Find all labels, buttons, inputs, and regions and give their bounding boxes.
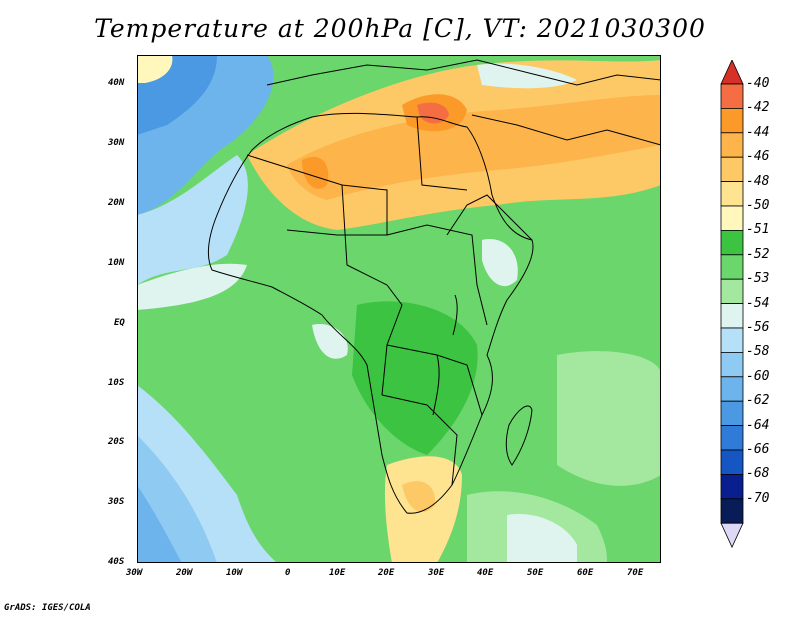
border-sudan: [386, 224, 488, 326]
border-south: [381, 394, 458, 486]
colorbar-level-label: -68: [746, 466, 770, 482]
coastlines: [207, 59, 661, 514]
colorbar-level-label: -48: [746, 173, 770, 189]
colorbar-level-label: -53: [746, 271, 770, 287]
colorbar-cell: [720, 254, 744, 280]
lon-label-10e: 10E: [329, 568, 346, 578]
colorbar-level-label: -40: [746, 76, 770, 91]
colorbar-cell: [720, 327, 744, 353]
lat-label-40n: 40N: [108, 78, 125, 88]
colorbar-cell: [720, 303, 744, 329]
colorbar-level-label: -54: [746, 295, 770, 311]
colorbar-level-label: -50: [746, 198, 770, 213]
field-se-light: [557, 351, 661, 486]
madagascar-coastline: [505, 405, 533, 466]
lat-label-30n: 30N: [108, 138, 125, 148]
border-sahara: [246, 154, 388, 236]
colorbar-cell: [720, 400, 744, 427]
colorbar-level-label: -52: [746, 246, 770, 262]
colorbar-cell: [720, 425, 744, 451]
colorbar-cell: [720, 278, 744, 304]
field-horn-pale: [482, 239, 518, 287]
border-middle-east: [471, 114, 661, 146]
lake-victoria: [452, 294, 458, 336]
temperature-map: [137, 55, 661, 563]
colorbar-cell: [720, 181, 744, 207]
field-central-dark: [352, 301, 478, 455]
lat-label-10s: 10S: [108, 378, 125, 388]
lat-label-40s: 40S: [108, 557, 125, 567]
field-sw-coldest: [137, 485, 182, 563]
lat-label-20n: 20N: [108, 198, 125, 208]
lon-label-0: 0: [285, 568, 291, 578]
colorbar-cell: [720, 205, 744, 231]
lon-label-70e: 70E: [627, 568, 644, 578]
lat-label-eq: EQ: [114, 318, 125, 328]
colorbar-level-label: -60: [746, 368, 770, 384]
field-north-warmer: [287, 95, 661, 200]
colorbar-level-label: -70: [746, 490, 770, 506]
lat-label-20s: 20S: [108, 437, 125, 447]
colorbar-cell: [720, 132, 744, 158]
colorbar-level-label: -62: [746, 393, 770, 409]
field-sahara-hot: [302, 156, 329, 189]
border-central: [341, 184, 403, 396]
field-s-pale: [507, 514, 577, 563]
border-congo: [386, 344, 483, 416]
colorbar-level-label: -56: [746, 320, 770, 335]
border-europe: [266, 59, 661, 86]
lon-label-40e: 40E: [477, 568, 494, 578]
border-red-sea: [446, 194, 533, 241]
field-nw-warm: [137, 55, 173, 83]
colorbar-cell: [720, 108, 744, 134]
colorbar-level-label: -42: [746, 100, 770, 116]
lon-label-10w: 10W: [226, 568, 243, 578]
credit-label: GrADS: IGES/COLA: [4, 603, 91, 613]
lon-label-20e: 20E: [378, 568, 395, 578]
colorbar-cell: [720, 351, 744, 378]
colorbar-level-label: -46: [746, 149, 770, 165]
colorbar-cell: [720, 156, 744, 182]
lon-label-20w: 20W: [176, 568, 193, 578]
colorbar-level-label: -44: [746, 124, 770, 140]
colorbar-level-label: -51: [746, 222, 770, 238]
border-egypt: [416, 116, 468, 191]
map-title: Temperature at 200hPa [C], VT: 202103030…: [94, 14, 706, 43]
colorbar-level-label: -64: [746, 417, 770, 433]
lat-label-30s: 30S: [108, 497, 125, 507]
colorbar-cell: [720, 376, 744, 402]
field-ne-pale: [477, 63, 577, 89]
lake-tanganyika: [432, 354, 440, 416]
field-w-pale: [137, 263, 247, 310]
colorbar: [720, 60, 744, 549]
colorbar-level-label: -66: [746, 442, 770, 457]
lon-label-30w: 30W: [126, 568, 143, 578]
colorbar-top-triangle: [720, 60, 744, 85]
field-libya-hotter: [417, 102, 449, 124]
colorbar-cell: [720, 473, 744, 500]
colorbar-cell: [720, 498, 744, 524]
map-frame: [137, 55, 661, 563]
lat-label-10n: 10N: [108, 258, 125, 268]
colorbar-level-label: -58: [746, 344, 770, 360]
lon-label-60e: 60E: [577, 568, 594, 578]
colorbar-cell: [720, 83, 744, 109]
field-w-cool: [137, 155, 248, 285]
lon-label-50e: 50E: [527, 568, 544, 578]
colorbar-cell: [720, 229, 744, 256]
field-sa-warmer: [402, 481, 436, 513]
africa-coastline: [207, 112, 534, 514]
colorbar-bottom-triangle: [720, 522, 744, 549]
lon-label-30e: 30E: [428, 568, 445, 578]
colorbar-cell: [720, 449, 744, 475]
